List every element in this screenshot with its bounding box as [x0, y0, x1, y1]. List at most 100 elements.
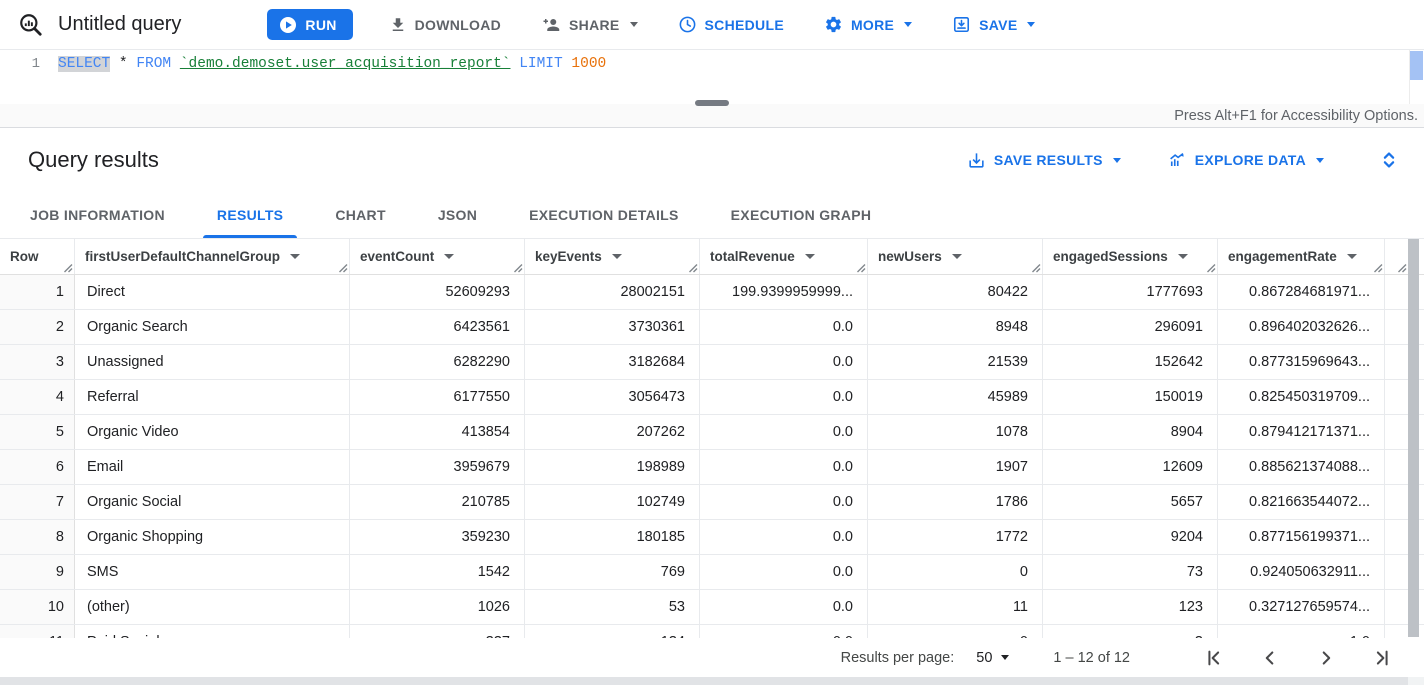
- cell-engagedSessions: 9204: [1043, 520, 1218, 554]
- cell-Row: 1: [0, 275, 75, 309]
- cell-engagedSessions: 152642: [1043, 345, 1218, 379]
- chevron-down-icon: [1316, 157, 1324, 163]
- next-page-button[interactable]: [1314, 646, 1338, 670]
- tab-execution-graph[interactable]: EXECUTION GRAPH: [730, 207, 872, 223]
- save-button[interactable]: SAVE: [942, 8, 1045, 42]
- sql-table-reference-link[interactable]: `demo.demoset.user_acquisition_report`: [179, 56, 511, 72]
- column-resize-handle[interactable]: [688, 263, 698, 273]
- column-menu-caret[interactable]: [290, 254, 300, 259]
- sql-limit-keyword: LIMIT: [519, 56, 563, 72]
- editor-scrollbar-thumb[interactable]: [1410, 51, 1423, 80]
- horizontal-scrollbar-thumb[interactable]: [0, 677, 1408, 685]
- cell-Row: 9: [0, 555, 75, 589]
- column-resize-handle[interactable]: [1373, 263, 1383, 273]
- column-menu-caret[interactable]: [952, 254, 962, 259]
- sql-editor[interactable]: 1 SELECT * FROM `demo.demoset.user_acqui…: [0, 50, 1424, 104]
- cell-keyEvents: 769: [525, 555, 700, 589]
- cell-totalRevenue: 0.0: [700, 520, 868, 554]
- cell-eventCount: 210785: [350, 485, 525, 519]
- column-resize-handle[interactable]: [1031, 263, 1041, 273]
- cell-Row: 4: [0, 380, 75, 414]
- cell-engagedSessions: 5657: [1043, 485, 1218, 519]
- cell-totalRevenue: 0.0: [700, 555, 868, 589]
- column-resize-handle[interactable]: [513, 263, 523, 273]
- cell-eventCount: 6282290: [350, 345, 525, 379]
- more-button[interactable]: MORE: [814, 8, 922, 42]
- column-resize-handle[interactable]: [856, 263, 866, 273]
- gear-icon: [826, 16, 841, 33]
- cell-firstUserDefaultChannelGroup: Email: [75, 450, 350, 484]
- tab-json[interactable]: JSON: [437, 207, 478, 223]
- cell-newUsers: 0: [868, 625, 1043, 638]
- chevron-down-icon: [1001, 655, 1010, 660]
- play-icon: [280, 16, 297, 33]
- cell-filler: [1385, 380, 1408, 414]
- cell-engagementRate: 0.821663544072...: [1218, 485, 1385, 519]
- cell-totalRevenue: 0.0: [700, 310, 868, 344]
- column-menu-caret[interactable]: [444, 254, 454, 259]
- cell-Row: 6: [0, 450, 75, 484]
- column-menu-caret[interactable]: [1347, 254, 1357, 259]
- save-results-button[interactable]: SAVE RESULTS: [957, 143, 1131, 177]
- share-button[interactable]: SHARE: [531, 8, 648, 42]
- cell-keyEvents: 102749: [525, 485, 700, 519]
- column-menu-caret[interactable]: [805, 254, 815, 259]
- column-label: engagedSessions: [1053, 249, 1168, 264]
- cell-filler: [1385, 345, 1408, 379]
- download-button[interactable]: DOWNLOAD: [379, 8, 511, 42]
- cell-totalRevenue: 0.0: [700, 625, 868, 638]
- sql-line[interactable]: SELECT * FROM `demo.demoset.user_acquisi…: [58, 50, 606, 104]
- cell-filler: [1385, 590, 1408, 624]
- column-resize-handle[interactable]: [1397, 263, 1407, 273]
- column-resize-handle[interactable]: [1206, 263, 1216, 273]
- run-button[interactable]: RUN: [267, 9, 353, 40]
- column-resize-handle[interactable]: [63, 263, 73, 273]
- column-menu-caret[interactable]: [1178, 254, 1188, 259]
- first-page-button[interactable]: [1202, 646, 1226, 670]
- tab-job-information[interactable]: JOB INFORMATION: [30, 207, 165, 223]
- column-label: engagementRate: [1228, 249, 1337, 264]
- splitter-drag-handle[interactable]: [695, 100, 729, 106]
- column-header-firstUserDefaultChannelGroup: firstUserDefaultChannelGroup: [75, 239, 350, 274]
- sql-select-keyword: SELECT: [58, 56, 111, 72]
- results-tab-bar: JOB INFORMATION RESULTS CHART JSON EXECUTION…: [0, 192, 1424, 239]
- expand-collapse-panel-button[interactable]: [1378, 149, 1400, 171]
- column-label: newUsers: [878, 249, 942, 264]
- cell-filler: [1385, 275, 1408, 309]
- column-label: Row: [10, 249, 39, 264]
- tab-execution-details[interactable]: EXECUTION DETAILS: [529, 207, 679, 223]
- table-horizontal-scrollbar[interactable]: [0, 677, 1424, 685]
- tab-chart[interactable]: CHART: [335, 207, 386, 223]
- sql-limit-value: 1000: [571, 56, 607, 72]
- column-menu-caret[interactable]: [612, 254, 622, 259]
- explore-chart-icon: [1169, 152, 1184, 166]
- results-table: Row firstUserDefaultChannelGroup eventCoun…: [0, 239, 1424, 638]
- column-label: firstUserDefaultChannelGroup: [85, 249, 281, 264]
- cell-eventCount: 3959679: [350, 450, 525, 484]
- cell-filler: [1385, 485, 1408, 519]
- last-page-button[interactable]: [1370, 646, 1394, 670]
- column-resize-handle[interactable]: [338, 263, 348, 273]
- column-header-Row: Row: [0, 239, 75, 274]
- page-size-select[interactable]: 50: [976, 650, 1010, 666]
- table-vertical-scrollbar[interactable]: [1408, 239, 1419, 637]
- cell-engagementRate: 0.924050632911...: [1218, 555, 1385, 589]
- last-page-icon: [1376, 650, 1388, 665]
- tab-results[interactable]: RESULTS: [191, 192, 309, 238]
- editor-scrollbar[interactable]: [1409, 50, 1424, 104]
- cell-engagedSessions: 3: [1043, 625, 1218, 638]
- schedule-button[interactable]: SCHEDULE: [668, 8, 794, 42]
- cell-firstUserDefaultChannelGroup: Unassigned: [75, 345, 350, 379]
- first-page-icon: [1208, 650, 1220, 665]
- explore-data-button[interactable]: EXPLORE DATA: [1157, 143, 1334, 177]
- sql-star: *: [118, 56, 128, 72]
- query-results-header: Query results SAVE RESULTS EXPLORE DATA: [0, 128, 1424, 192]
- table-row: 6 Email 3959679 198989 0.0 1907 12609 0.8856213…: [0, 450, 1424, 485]
- cell-keyEvents: 3056473: [525, 380, 700, 414]
- table-row: 9 SMS 1542 769 0.0 0 73 0.924050632911...: [0, 555, 1424, 590]
- cell-newUsers: 1078: [868, 415, 1043, 449]
- cell-totalRevenue: 0.0: [700, 485, 868, 519]
- cell-engagementRate: 0.885621374088...: [1218, 450, 1385, 484]
- save-alt-icon: [969, 152, 984, 168]
- previous-page-button[interactable]: [1258, 646, 1282, 670]
